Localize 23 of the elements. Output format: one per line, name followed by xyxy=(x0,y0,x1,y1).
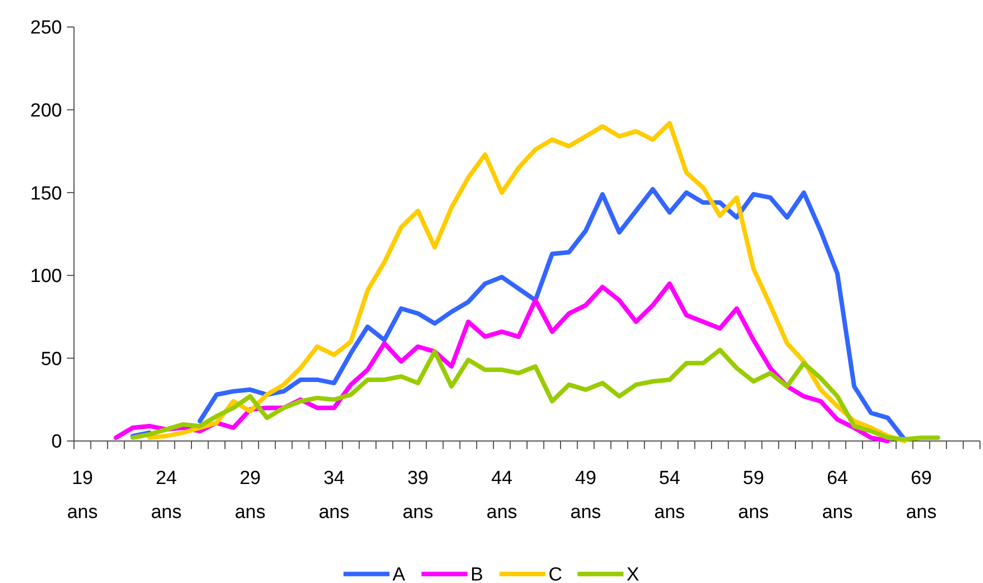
x-tick-label: 59 ans xyxy=(738,468,769,523)
legend-label: C xyxy=(548,564,562,583)
x-tick-label: 19 ans xyxy=(67,468,98,523)
x-tick-label: 54 ans xyxy=(654,468,685,523)
x-tick-label: 24 ans xyxy=(150,468,182,523)
y-tick-label: 50 xyxy=(40,348,62,370)
x-tick-label: 39 ans xyxy=(402,468,434,523)
legend-label: B xyxy=(470,564,484,583)
y-tick-label: 100 xyxy=(30,266,62,288)
x-tick-label: 44 ans xyxy=(486,468,518,523)
y-tick-label: 0 xyxy=(51,432,62,453)
y-tick-label: 150 xyxy=(30,183,62,204)
y-tick-label: 200 xyxy=(30,100,62,122)
legend-label: X xyxy=(626,564,640,583)
y-tick-label: 250 xyxy=(30,18,62,39)
x-tick-label: 49 ans xyxy=(570,468,602,523)
x-tick-label: 34 ans xyxy=(318,468,350,523)
legend-label: A xyxy=(392,564,406,583)
x-tick-label: 64 ans xyxy=(822,468,853,523)
line-series xyxy=(130,348,940,442)
x-tick-label: 29 ans xyxy=(234,468,266,523)
x-tick-label: 69 ans xyxy=(906,468,937,523)
line-series xyxy=(147,120,907,444)
